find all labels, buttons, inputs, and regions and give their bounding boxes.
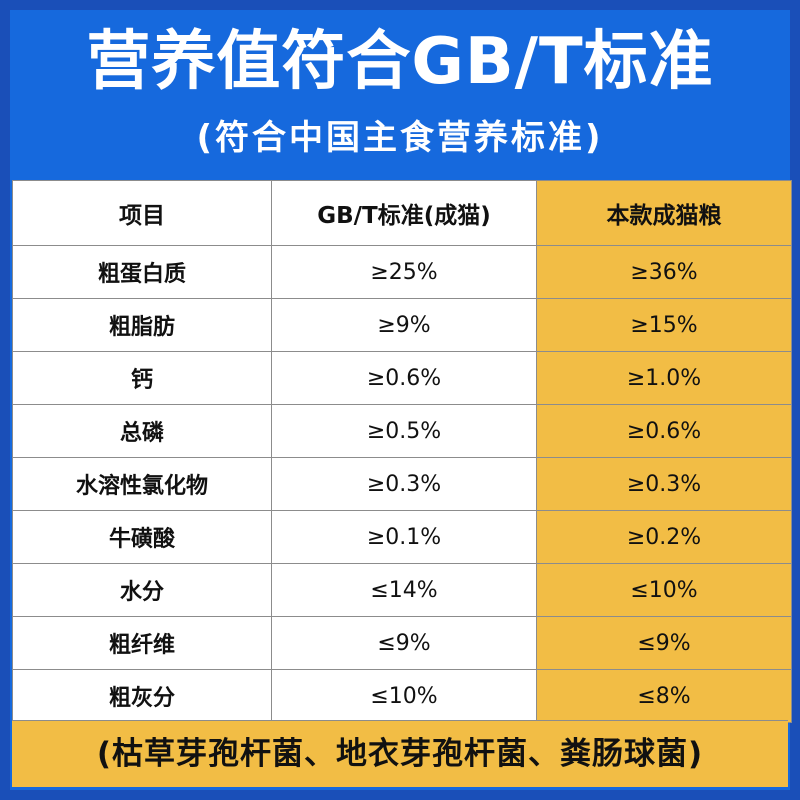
- row-standard: ≥25%: [271, 245, 537, 299]
- page-subtitle: (符合中国主食营养标准): [196, 118, 604, 158]
- row-product: ≥0.6%: [536, 404, 792, 458]
- table-row: 水分 ≤14% ≤10%: [12, 563, 792, 617]
- row-standard: ≥0.5%: [271, 404, 537, 458]
- row-product: ≤8%: [536, 669, 792, 723]
- row-item: 粗灰分: [12, 669, 272, 723]
- row-product: ≥36%: [536, 245, 792, 299]
- row-item: 粗纤维: [12, 616, 272, 670]
- table-row: 粗脂肪 ≥9% ≥15%: [12, 298, 792, 352]
- header-item: 项目: [12, 180, 272, 246]
- row-product: ≥0.2%: [536, 510, 792, 564]
- row-product: ≤9%: [536, 616, 792, 670]
- row-product: ≥0.3%: [536, 457, 792, 511]
- table-header-row: 项目 GB/T标准(成猫) 本款成猫粮: [12, 180, 792, 246]
- nutrition-table: 项目 GB/T标准(成猫) 本款成猫粮 粗蛋白质 ≥25% ≥36% 粗脂肪 ≥…: [12, 180, 792, 723]
- row-standard: ≥9%: [271, 298, 537, 352]
- row-item: 钙: [12, 351, 272, 405]
- row-product: ≥15%: [536, 298, 792, 352]
- probiotics-footer: (枯草芽孢杆菌、地衣芽孢杆菌、粪肠球菌): [12, 720, 788, 787]
- table-row: 粗蛋白质 ≥25% ≥36%: [12, 245, 792, 299]
- header-product: 本款成猫粮: [536, 180, 792, 246]
- row-item: 水溶性氯化物: [12, 457, 272, 511]
- row-standard: ≥0.1%: [271, 510, 537, 564]
- row-item: 粗蛋白质: [12, 245, 272, 299]
- row-product: ≤10%: [536, 563, 792, 617]
- row-standard: ≥0.6%: [271, 351, 537, 405]
- page-title: 营养值符合GB/T标准: [86, 25, 714, 99]
- row-item: 总磷: [12, 404, 272, 458]
- table-row: 粗纤维 ≤9% ≤9%: [12, 616, 792, 670]
- row-product: ≥1.0%: [536, 351, 792, 405]
- table-row: 牛磺酸 ≥0.1% ≥0.2%: [12, 510, 792, 564]
- row-standard: ≤14%: [271, 563, 537, 617]
- table-row: 粗灰分 ≤10% ≤8%: [12, 669, 792, 723]
- row-item: 水分: [12, 563, 272, 617]
- header-standard: GB/T标准(成猫): [271, 180, 537, 246]
- table-row: 水溶性氯化物 ≥0.3% ≥0.3%: [12, 457, 792, 511]
- row-item: 粗脂肪: [12, 298, 272, 352]
- row-standard: ≤10%: [271, 669, 537, 723]
- row-standard: ≤9%: [271, 616, 537, 670]
- table-row: 钙 ≥0.6% ≥1.0%: [12, 351, 792, 405]
- table-row: 总磷 ≥0.5% ≥0.6%: [12, 404, 792, 458]
- row-item: 牛磺酸: [12, 510, 272, 564]
- row-standard: ≥0.3%: [271, 457, 537, 511]
